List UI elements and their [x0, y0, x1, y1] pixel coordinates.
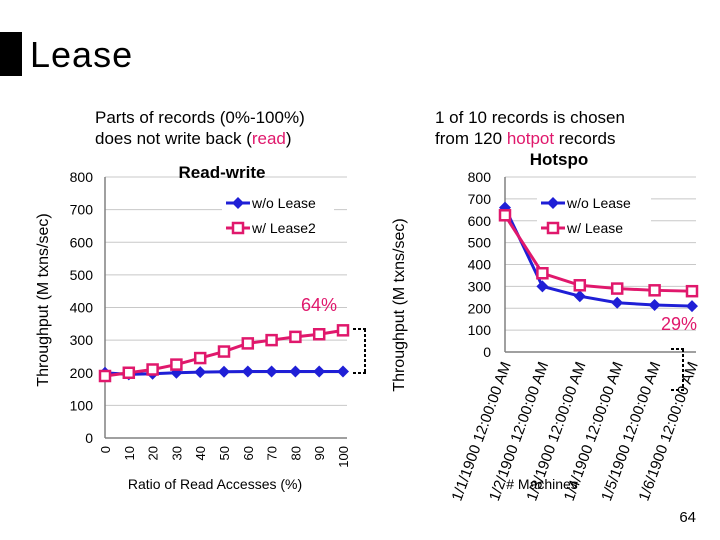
chart1-x-tick-label-0: 0 [98, 446, 113, 453]
chart1-x-tick-label-10: 100 [336, 446, 351, 468]
chart1-series-2-point-1 [122, 366, 136, 379]
chart1-series-2-point-0 [98, 369, 112, 383]
chart1-x-tick-label-5: 50 [217, 446, 232, 460]
chart1-y-tick-label-8: 800 [70, 169, 94, 185]
chart2-y-tick-label-0: 0 [483, 344, 491, 360]
chart1-x-tick-label-1: 10 [122, 446, 137, 460]
chart1-series-1-point-6 [241, 365, 254, 378]
chart1-y-tick-label-7: 700 [70, 202, 94, 218]
chart2-series-1-point-1 [536, 280, 549, 293]
chart2-x-axis-label: # Machines [506, 476, 578, 492]
chart1-legend-swatch-marker-1 [232, 197, 244, 209]
chart1-y-tick-label-1: 100 [70, 397, 94, 413]
chart2-y-tick-label-8: 800 [468, 169, 492, 185]
chart1-legend-swatch-marker-2 [231, 221, 245, 235]
chart1-y-tick-label-0: 0 [85, 430, 93, 446]
chart1-series-1-point-8 [289, 365, 302, 378]
chart1-series-2-point-8 [289, 330, 302, 344]
chart1-x-tick-label-3: 30 [169, 446, 184, 460]
page-number: 64 [679, 509, 696, 526]
chart1-x-tick-label-8: 80 [288, 446, 303, 460]
chart1-series-1-point-9 [313, 365, 326, 378]
chart2-series-2-point-1 [536, 267, 549, 280]
chart1-y-tick-label-2: 200 [70, 365, 94, 381]
chart1-y-tick-label-3: 300 [70, 332, 94, 348]
chart1-legend-label-2: w/ Lease2 [251, 220, 316, 236]
chart2-series-1-point-5 [686, 300, 698, 313]
chart2-series-2-point-3 [610, 282, 624, 295]
left-chart-caption: Parts of records (0%-100%) does not writ… [95, 107, 305, 149]
chart2-legend-swatch-marker-1 [547, 197, 559, 209]
right-caption-accent: hotpot [506, 129, 555, 148]
chart1-series-2-point-7 [265, 333, 278, 347]
chart2-y-tick-label-1: 100 [468, 322, 492, 338]
title-accent-bar [0, 32, 22, 76]
chart1-y-tick-label-6: 600 [70, 234, 94, 250]
chart1-series-1-point-5 [218, 365, 230, 378]
left-caption-close: ) [285, 129, 292, 148]
chart1-x-tick-label-4: 40 [193, 446, 208, 460]
right-chart-caption: 1 of 10 records is chosen from 120 hotpo… [435, 107, 625, 149]
chart1-series-2-point-6 [241, 337, 255, 350]
chart1-series-1-point-10 [337, 365, 349, 378]
chart2-annotation: 29% [661, 314, 697, 334]
chart2-series-1-point-3 [611, 296, 624, 309]
chart1-y-tick-label-4: 400 [70, 300, 94, 316]
chart2-series-2-point-0 [498, 209, 512, 222]
chart2-series-2-point-5 [685, 284, 699, 298]
chart1-y-tick-label-5: 500 [70, 267, 94, 283]
right-caption-tail: records [554, 129, 616, 148]
right-caption-line-1: 1 of 10 records is chosen [435, 108, 625, 127]
left-caption-line-1: Parts of records (0%-100%) [95, 108, 305, 127]
chart1-series-2-point-5 [217, 345, 231, 358]
chart2-legend-label-2: w/ Lease [566, 220, 623, 236]
right-caption-line-2-text: from 120 [435, 129, 507, 148]
chart2-series-1-point-4 [648, 298, 661, 311]
chart2-series-1-point-2 [573, 290, 586, 303]
chart2-y-tick-label-4: 400 [468, 257, 492, 273]
chart2-title: Hotspo [530, 150, 589, 169]
chart1-series-2-point-4 [193, 351, 207, 365]
chart1-series-2-point-2 [146, 363, 159, 376]
chart1-series-2-point-3 [170, 358, 183, 371]
chart1-series-2-point-9 [312, 328, 326, 341]
chart2-y-tick-label-5: 500 [468, 235, 492, 251]
chart2-series-2-point-2 [573, 279, 587, 292]
chart1-legend-label-1: w/o Lease [251, 195, 316, 211]
chart1-x-axis-label: Ratio of Read Accesses (%) [128, 476, 302, 492]
chart2-legend-label-1: w/o Lease [566, 195, 631, 211]
left-caption-line-2: does not write back (read) [95, 128, 305, 149]
chart1-series-1-point-7 [265, 365, 278, 378]
chart1-x-tick-label-6: 60 [241, 446, 256, 460]
chart2-series-2-point-4 [648, 284, 661, 297]
left-caption-accent: read [251, 129, 286, 148]
chart1-series-1-point-4 [194, 366, 207, 379]
left-caption-line-2-text: does not write back ( [95, 129, 252, 148]
chart1-x-tick-label-9: 90 [312, 446, 327, 460]
chart2-y-tick-label-3: 300 [468, 278, 492, 294]
chart2-y-tick-label-6: 600 [468, 213, 492, 229]
chart1-x-tick-label-2: 20 [146, 446, 161, 460]
chart1-y-axis-label: Throughput (M txns/sec) [35, 213, 52, 386]
slide-title: Lease [30, 34, 134, 75]
right-caption-line-2: from 120 hotpot records [435, 128, 625, 149]
chart1-annotation: 64% [301, 295, 337, 315]
chart1-series-2-point-10 [336, 324, 350, 337]
chart1-title: Read-write [179, 163, 266, 182]
chart2-y-tick-label-2: 200 [468, 300, 492, 316]
chart2-legend-swatch-marker-2 [546, 221, 560, 235]
chart2-y-axis-label: Throughput (M txns/sec) [391, 218, 408, 391]
chart2-y-tick-label-7: 700 [468, 191, 492, 207]
chart1-x-tick-label-7: 70 [265, 446, 280, 460]
